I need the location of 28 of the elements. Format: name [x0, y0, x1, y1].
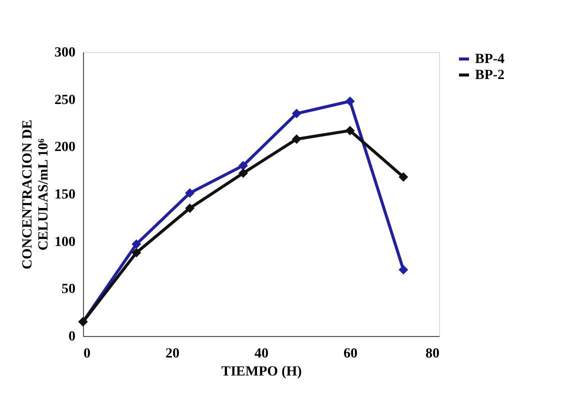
point [292, 134, 302, 144]
y-axis-title: CONCENTRACION DE CELULAS/mL 10⁶ [20, 120, 52, 270]
x-tick-label: 60 [344, 346, 358, 362]
x-tick-label: 80 [426, 346, 440, 362]
y-tick-label: 250 [54, 92, 76, 108]
point [345, 96, 355, 106]
point [345, 126, 355, 136]
x-tick-label: 40 [254, 346, 268, 362]
point [132, 248, 142, 258]
y-tick-label: 150 [54, 188, 76, 202]
x-axis-title: TIEMPO (H) [221, 364, 302, 380]
point [238, 168, 248, 178]
y-tick-label: 200 [54, 140, 76, 156]
y-tick-label: 0 [68, 330, 76, 344]
point [238, 160, 248, 170]
point [132, 239, 142, 249]
y-tick-label: 50 [62, 282, 76, 298]
x-tick-label: 0 [84, 346, 90, 362]
point [185, 188, 195, 198]
point [398, 264, 408, 274]
x-tick-label: 20 [166, 346, 180, 362]
y-tick-label: 100 [54, 234, 76, 250]
legend-label: BP-4 [475, 52, 505, 67]
y-tick-label: 300 [54, 46, 76, 60]
point [398, 172, 408, 182]
point [292, 108, 302, 118]
point [185, 203, 195, 213]
legend-label: BP-2 [475, 68, 505, 83]
